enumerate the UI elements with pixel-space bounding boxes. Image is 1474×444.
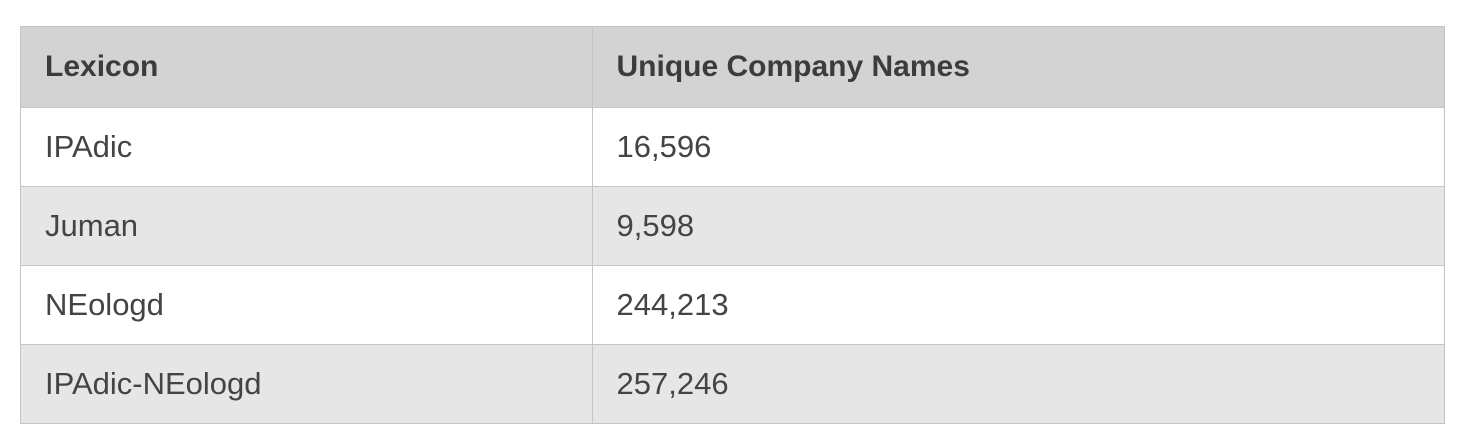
table-header-row: Lexicon Unique Company Names	[21, 27, 1444, 108]
table-row: IPAdic-NEologd 257,246	[21, 344, 1444, 423]
column-header-unique-company-names: Unique Company Names	[591, 27, 1444, 108]
lexicon-cell: IPAdic-NEologd	[45, 365, 262, 401]
count-cell: 257,246	[591, 344, 1444, 423]
count-cell: 9,598	[591, 186, 1444, 266]
column-header-lexicon: Lexicon	[21, 27, 592, 108]
lexicon-cell: Juman	[21, 186, 592, 266]
table-row: NEologd 244,213	[21, 265, 1444, 345]
lexicon-table-container: Lexicon Unique Company Names IPAdic 16,5…	[20, 26, 1445, 424]
lexicon-cell: NEologd	[21, 265, 592, 345]
count-cell: 16,596	[591, 107, 1444, 187]
table-row: IPAdic 16,596	[21, 107, 1444, 187]
count-cell: 244,213	[591, 265, 1444, 345]
lexicon-table: Lexicon Unique Company Names IPAdic 16,5…	[21, 27, 1444, 423]
table-row: Juman 9,598	[21, 186, 1444, 266]
lexicon-cell: IPAdic	[21, 107, 592, 187]
